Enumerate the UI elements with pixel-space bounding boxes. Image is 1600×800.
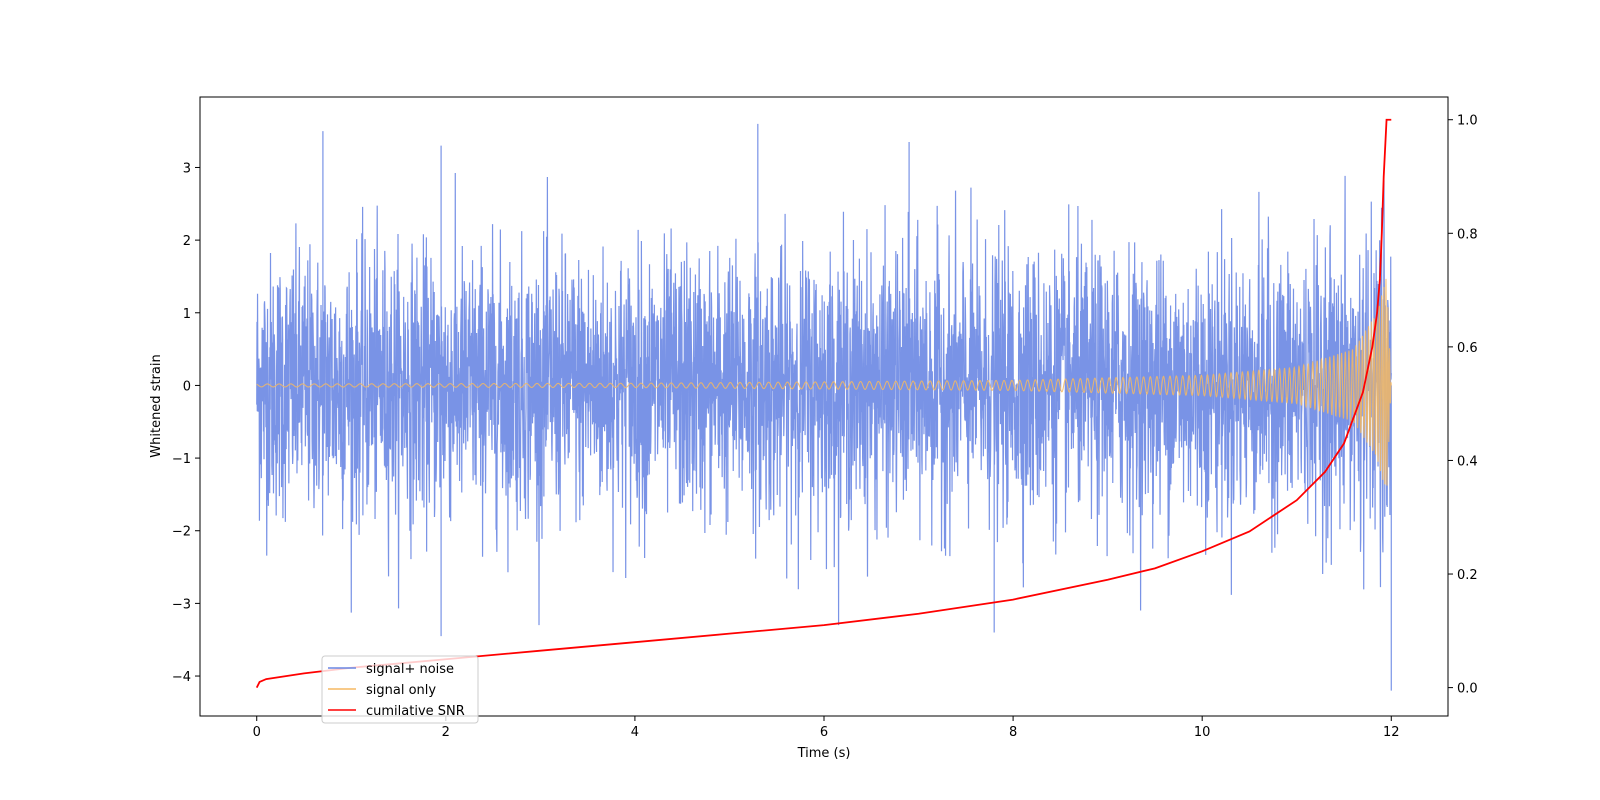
y-axis-left: −4 −3 −2 −1 0 1 2 3 [172, 161, 200, 685]
legend-box [321, 655, 479, 724]
y-tick-label: 2 [183, 234, 191, 249]
y-axis-right: 0.0 0.2 0.4 0.6 0.8 1.0 [1448, 114, 1478, 697]
y-axis-label: Whitened strain [149, 354, 164, 457]
x-axis-label: Time (s) [797, 746, 851, 761]
x-tick-label: 12 [1383, 725, 1400, 740]
y2-tick-label: 1.0 [1457, 114, 1478, 129]
legend-label-signal-noise: signal+ noise [366, 662, 454, 677]
x-tick-label: 2 [442, 725, 450, 740]
y-tick-label: −1 [172, 452, 191, 467]
x-tick-label: 6 [820, 725, 828, 740]
y-tick-label: −4 [172, 670, 191, 685]
y-tick-label: −3 [172, 597, 191, 612]
y2-tick-label: 0.2 [1457, 568, 1478, 583]
x-tick-label: 10 [1194, 725, 1211, 740]
y2-tick-label: 0.0 [1457, 682, 1478, 697]
y-tick-label: 3 [183, 161, 191, 176]
series-layer [255, 118, 1392, 691]
x-tick-label: 8 [1009, 725, 1017, 740]
series-signal-only-line [256, 278, 1392, 486]
y2-tick-label: 0.6 [1457, 341, 1478, 356]
legend-label-signal-only: signal only [366, 683, 436, 698]
y-tick-label: 0 [183, 379, 191, 394]
y2-tick-label: 0.8 [1457, 227, 1478, 242]
y-tick-label: 1 [183, 307, 191, 322]
x-tick-label: 0 [253, 725, 261, 740]
y2-tick-label: 0.4 [1457, 454, 1478, 469]
legend: signal+ noise signal only cumilative SNR [321, 655, 479, 724]
x-tick-label: 4 [631, 725, 639, 740]
series-signal-noise-line [256, 123, 1392, 691]
legend-label-cumulative-snr: cumilative SNR [366, 704, 465, 719]
y-tick-label: −2 [172, 525, 191, 540]
